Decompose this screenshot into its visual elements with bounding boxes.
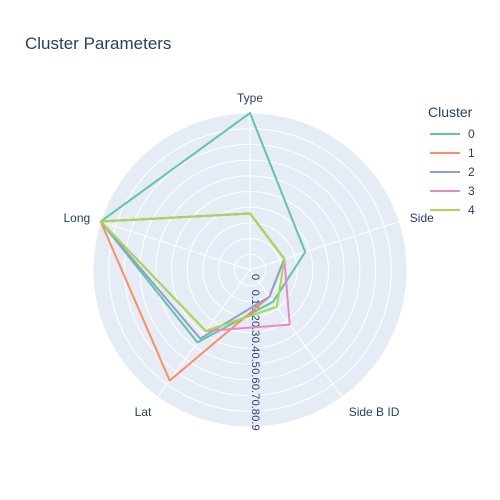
angular-gridline — [249, 221, 400, 271]
radial-tick-label: 0.6 — [249, 368, 261, 383]
legend-label: 3 — [468, 183, 475, 198]
radial-tick-label: 0.8 — [249, 400, 261, 415]
series-line-0[interactable] — [99, 112, 307, 344]
axis-label: Type — [237, 91, 263, 105]
angular-gridline — [249, 269, 343, 398]
legend-item-3[interactable]: 3 — [428, 181, 475, 200]
axis-label: Side B ID — [349, 405, 400, 419]
legend-swatch — [430, 208, 460, 211]
chart-title: Cluster Parameters — [25, 34, 172, 53]
series-lines[interactable] — [99, 112, 307, 382]
series-line-4[interactable] — [99, 212, 286, 332]
legend-swatch — [430, 189, 460, 192]
legend-label: 0 — [468, 126, 475, 141]
radial-tick-label: 0.3 — [249, 321, 261, 336]
axis-labels: Type Side Side B ID Lat Long — [63, 91, 434, 419]
radial-tick-label: 0.4 — [249, 337, 261, 352]
axis-label: Long — [63, 211, 90, 225]
legend: Cluster 0 1 2 3 4 — [428, 104, 475, 219]
angular-gridline — [157, 269, 251, 398]
radial-tick-label: 0.9 — [249, 415, 261, 430]
legend-swatch — [430, 170, 460, 173]
radial-tick-label: 0.7 — [249, 384, 261, 399]
legend-item-2[interactable]: 2 — [428, 162, 475, 181]
legend-title: Cluster — [428, 104, 473, 120]
legend-label: 4 — [468, 202, 475, 217]
radial-tick-label: 0 — [249, 274, 261, 280]
legend-item-0[interactable]: 0 — [428, 124, 475, 143]
radial-tick-label: 0.1 — [249, 290, 261, 305]
legend-item-4[interactable]: 4 — [428, 200, 475, 219]
legend-label: 2 — [468, 164, 475, 179]
legend-swatch — [430, 132, 460, 135]
axis-label: Side — [410, 211, 434, 225]
angular-gridline — [100, 221, 251, 271]
legend-swatch — [430, 151, 460, 154]
axis-label: Lat — [135, 405, 152, 419]
polar-grid: 00.10.20.30.40.50.60.70.80.9 — [92, 112, 408, 431]
legend-label: 1 — [468, 145, 475, 160]
radial-tick-label: 0.5 — [249, 353, 261, 368]
legend-item-1[interactable]: 1 — [428, 143, 475, 162]
